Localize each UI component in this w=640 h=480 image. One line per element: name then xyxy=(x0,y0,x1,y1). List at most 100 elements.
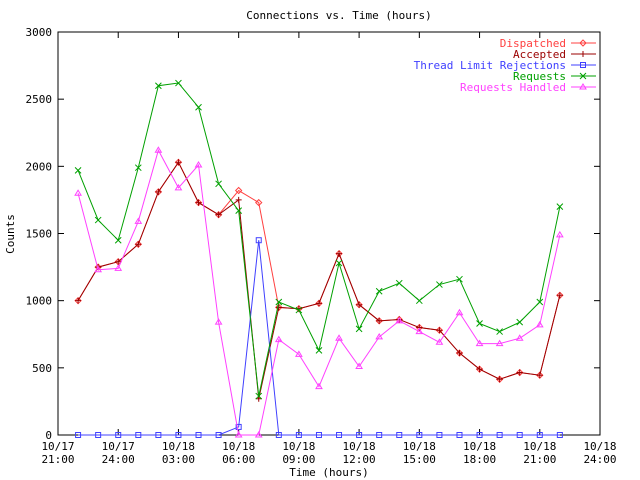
data-point-thread-limit-rejections xyxy=(95,432,102,438)
data-point-requests xyxy=(496,328,503,335)
legend-label-requests: Requests xyxy=(513,70,566,83)
legend-marker-accepted xyxy=(580,51,586,57)
chart-title: Connections vs. Time (hours) xyxy=(246,9,431,22)
data-point-accepted xyxy=(115,258,122,265)
data-point-requests-handled xyxy=(134,217,143,224)
legend-marker-requests xyxy=(579,72,587,80)
data-point-thread-limit-rejections xyxy=(336,432,343,438)
y-tick-label: 0 xyxy=(45,429,52,442)
data-point-accepted xyxy=(476,366,483,373)
data-point-thread-limit-rejections xyxy=(135,432,142,438)
series-line-accepted xyxy=(77,161,561,399)
data-point-accepted xyxy=(456,350,463,357)
data-point-thread-limit-rejections xyxy=(195,432,202,438)
data-point-requests xyxy=(94,216,102,224)
data-point-dispatched xyxy=(355,300,363,309)
data-point-dispatched xyxy=(255,198,263,207)
x-tick-date: 10/18 xyxy=(403,440,436,453)
data-point-requests-handled xyxy=(355,362,363,369)
x-axis-label: Time (hours) xyxy=(289,466,368,479)
data-point-accepted xyxy=(376,317,383,324)
data-point-thread-limit-rejections xyxy=(376,432,383,438)
x-tick-date: 10/18 xyxy=(463,440,496,453)
x-tick-time: 18:00 xyxy=(463,453,496,466)
data-point-thread-limit-rejections xyxy=(356,432,363,438)
series-layer xyxy=(74,79,564,438)
y-axis-label: Counts xyxy=(4,214,17,254)
data-point-requests-handled xyxy=(194,161,203,168)
data-point-thread-limit-rejections xyxy=(215,432,222,438)
data-point-requests xyxy=(556,203,564,210)
data-point-thread-limit-rejections xyxy=(175,432,182,438)
data-point-accepted xyxy=(315,300,322,307)
data-point-requests xyxy=(355,325,363,333)
data-point-requests xyxy=(536,298,544,306)
data-point-accepted xyxy=(275,304,282,311)
data-point-requests xyxy=(295,306,303,314)
data-point-requests-handled xyxy=(174,183,183,191)
data-point-thread-limit-rejections xyxy=(476,432,483,438)
data-point-requests-handled xyxy=(254,431,263,438)
data-point-requests xyxy=(375,287,383,295)
legend-marker-thread-limit-rejections xyxy=(580,62,586,68)
data-point-requests-handled xyxy=(555,230,564,238)
x-tick-date: 10/18 xyxy=(583,440,616,453)
data-point-requests-handled xyxy=(274,335,283,343)
data-point-accepted xyxy=(336,250,343,257)
data-point-accepted xyxy=(436,327,443,334)
data-point-requests xyxy=(255,392,263,400)
data-point-accepted xyxy=(155,188,162,195)
x-tick-date: 10/18 xyxy=(343,440,376,453)
data-point-requests-handled xyxy=(435,338,444,345)
series-thread-limit-rejections xyxy=(75,237,563,438)
data-point-accepted xyxy=(75,297,82,304)
data-point-requests xyxy=(456,275,463,283)
data-point-requests-handled xyxy=(395,316,404,324)
data-point-dispatched xyxy=(154,188,163,196)
x-tick-time: 24:00 xyxy=(583,453,616,466)
x-tick-time: 03:00 xyxy=(162,453,195,466)
data-point-accepted xyxy=(416,324,423,331)
data-point-thread-limit-rejections xyxy=(295,432,302,438)
data-point-thread-limit-rejections xyxy=(556,432,563,438)
x-tick-date: 10/17 xyxy=(102,440,135,453)
data-point-accepted xyxy=(135,241,142,248)
y-tick-label: 1500 xyxy=(26,228,53,241)
y-tick-label: 3000 xyxy=(26,26,53,39)
data-point-requests xyxy=(215,180,222,188)
data-point-accepted xyxy=(556,292,563,299)
x-tick-time: 06:00 xyxy=(222,453,255,466)
data-point-requests xyxy=(175,79,182,87)
legend-label-dispatched: Dispatched xyxy=(500,37,566,50)
x-tick-time: 12:00 xyxy=(343,453,376,466)
data-point-requests xyxy=(335,259,343,267)
plot-axes: 05001000150020002500300010/1721:0010/172… xyxy=(26,26,617,466)
series-line-requests xyxy=(77,82,561,397)
data-point-requests xyxy=(114,236,122,244)
x-tick-time: 21:00 xyxy=(41,453,74,466)
x-tick-time: 24:00 xyxy=(102,453,135,466)
data-point-dispatched xyxy=(74,296,82,305)
data-point-requests xyxy=(235,207,243,215)
data-point-thread-limit-rejections xyxy=(75,432,82,438)
data-point-requests-handled xyxy=(475,339,484,347)
data-point-requests xyxy=(395,279,403,287)
y-tick-label: 2000 xyxy=(26,160,53,173)
data-point-requests xyxy=(436,281,443,288)
data-point-dispatched xyxy=(536,371,544,379)
legend-label-accepted: Accepted xyxy=(513,48,566,61)
series-line-dispatched xyxy=(77,161,561,380)
data-point-requests-handled xyxy=(234,431,243,438)
data-point-thread-limit-rejections xyxy=(536,432,543,438)
data-point-requests xyxy=(134,164,142,172)
legend-label-requests-handled: Requests Handled xyxy=(460,81,566,94)
data-point-thread-limit-rejections xyxy=(235,423,242,430)
data-point-dispatched xyxy=(455,349,464,357)
x-tick-date: 10/17 xyxy=(41,440,74,453)
x-tick-date: 10/18 xyxy=(523,440,556,453)
data-point-thread-limit-rejections xyxy=(396,432,403,438)
series-requests xyxy=(74,79,564,400)
data-point-accepted xyxy=(215,211,222,218)
data-point-requests xyxy=(516,318,524,326)
